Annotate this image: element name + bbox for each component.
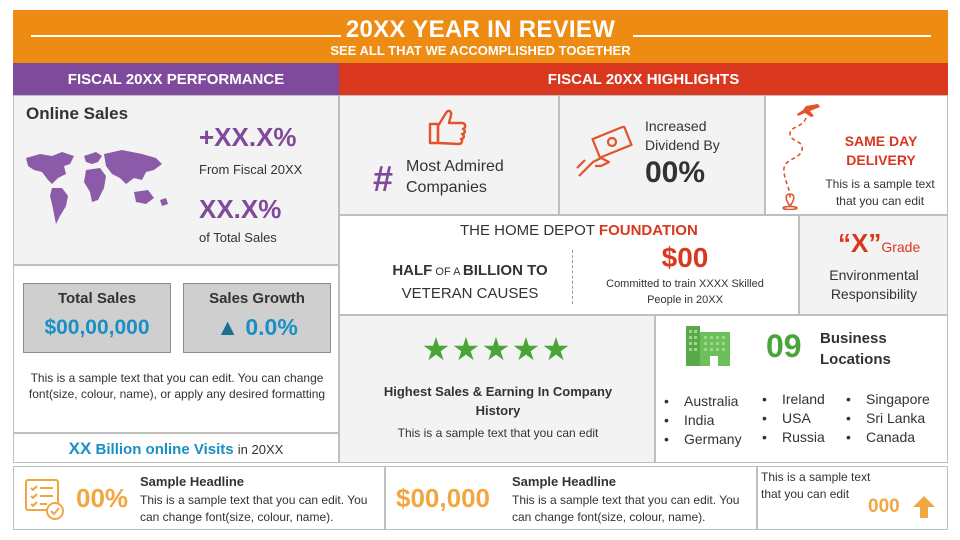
- half-billion-text: HALF OF A BILLION TO VETERAN CAUSES: [360, 260, 580, 304]
- grade-line: “X”Grade: [838, 228, 920, 259]
- foundation-divider: [572, 250, 573, 304]
- history-headline: Highest Sales & Earning In Company Histo…: [383, 384, 613, 418]
- visits-billion: Billion online Visits: [95, 441, 234, 458]
- up-triangle-icon: ▲: [216, 314, 239, 340]
- bottom2-headline: Sample Headline: [512, 474, 617, 489]
- sales-growth-row: ▲ 0.0%: [184, 314, 330, 341]
- world-map-icon: [26, 150, 168, 224]
- grade-label: Grade: [881, 239, 921, 255]
- dividend-panel: Increased Dividend By 00%: [559, 95, 765, 215]
- half-bold-1: HALF: [392, 262, 433, 279]
- star-icon: ★: [421, 331, 451, 367]
- foundation-amount-text: Committed to train XXXX Skilled People i…: [606, 278, 764, 306]
- dividend-label: Increased Dividend By: [645, 118, 720, 153]
- hash-symbol: #: [373, 158, 394, 199]
- bottom-panel-3: This is a sample text that you can edit …: [757, 466, 948, 530]
- grade-text: Environmental Responsibility: [829, 267, 919, 302]
- star-icon: ★: [541, 331, 571, 367]
- locations-col-2: Ireland USA Russia: [760, 390, 825, 447]
- stars-row: ★★★★★: [421, 330, 581, 368]
- history-text: This is a sample text that you can edit: [397, 426, 599, 440]
- airplane-route-icon: [782, 104, 820, 210]
- foundation-title: THE HOME DEPOT FOUNDATION: [460, 222, 698, 239]
- list-item: Russia: [760, 428, 825, 447]
- left-sample-text: This is a sample text that you can edit.…: [28, 371, 326, 401]
- page-title: 20XX YEAR IN REVIEW: [345, 16, 616, 43]
- sales-growth-box: Sales Growth ▲ 0.0%: [183, 283, 331, 353]
- bottom-panel-2: $00,000 Sample Headline This is a sample…: [385, 466, 757, 530]
- most-admired-text: Most Admired Companies: [406, 158, 504, 196]
- sales-growth-label: Sales Growth: [209, 290, 305, 307]
- locations-panel: 09 Business Locations Australia India Ge…: [655, 315, 948, 463]
- up-arrow-icon: [913, 496, 935, 518]
- thumbs-up-icon: [428, 109, 467, 146]
- grade-value: “X”: [838, 228, 882, 258]
- bottom-panel-1: 00% Sample Headline This is a sample tex…: [13, 466, 385, 530]
- half-small: OF A: [432, 266, 463, 278]
- total-sales-label: Total Sales: [57, 290, 137, 307]
- list-item: Singapore: [844, 390, 930, 409]
- page-subtitle: SEE ALL THAT WE ACCOMPLISHED TOGETHER: [330, 43, 631, 58]
- foundation-title-highlight: FOUNDATION: [598, 222, 698, 239]
- bottom3-value: 000: [868, 496, 900, 517]
- online-share-label: of Total Sales: [199, 230, 277, 245]
- bottom1-headline: Sample Headline: [140, 474, 245, 489]
- header-banner: 20XX YEAR IN REVIEW SEE ALL THAT WE ACCO…: [13, 10, 948, 63]
- foundation-amount: $00: [661, 242, 709, 273]
- sales-growth-value: 0.0%: [245, 314, 298, 340]
- online-share-value: XX.X%: [199, 194, 282, 224]
- list-item: Canada: [844, 428, 930, 447]
- visits-line: XX Billion online Visits in 20XX: [14, 439, 338, 459]
- list-item: Sri Lanka: [844, 409, 930, 428]
- online-sales-panel: Online Sales +XX.X% From Fiscal 20XX XX.…: [13, 95, 339, 265]
- bottom3-text: This is a sample text that you can edit: [761, 470, 871, 501]
- list-item: Ireland: [760, 390, 825, 409]
- visits-xx: XX: [68, 439, 92, 458]
- bottom2-text: This is a sample text that you can edit.…: [512, 493, 740, 524]
- visits-suffix: in 20XX: [237, 442, 284, 457]
- list-item: Australia: [662, 392, 742, 411]
- bottom1-text: This is a sample text that you can edit.…: [140, 493, 368, 524]
- sales-summary-panel: Total Sales $00,00,000 Sales Growth ▲ 0.…: [13, 265, 339, 433]
- business-count: 09: [766, 328, 802, 364]
- star-icon: ★: [511, 331, 541, 367]
- star-icon: ★: [481, 331, 511, 367]
- total-sales-value: $00,00,000: [44, 316, 150, 339]
- header-rule-right: [633, 35, 931, 37]
- grade-panel: “X”Grade Environmental Responsibility: [799, 215, 948, 315]
- delivery-title: SAME DAY DELIVERY: [844, 133, 918, 168]
- delivery-text: This is a sample text that you can edit: [825, 177, 935, 208]
- foundation-title-prefix: THE HOME DEPOT: [460, 222, 599, 239]
- money-hand-icon: [576, 126, 633, 177]
- highlights-bar: FISCAL 20XX HIGHLIGHTS: [339, 63, 948, 95]
- online-sales-heading: Online Sales: [26, 104, 129, 123]
- online-growth-value: +XX.X%: [199, 122, 297, 152]
- performance-bar: FISCAL 20XX PERFORMANCE: [13, 63, 339, 95]
- locations-col-3: Singapore Sri Lanka Canada: [844, 390, 930, 447]
- bottom2-value: $00,000: [396, 483, 490, 513]
- list-item: Germany: [662, 430, 742, 449]
- list-item: USA: [760, 409, 825, 428]
- most-admired-panel: # Most Admired Companies: [339, 95, 559, 215]
- foundation-panel: THE HOME DEPOT FOUNDATION HALF OF A BILL…: [339, 215, 799, 315]
- building-icon: [686, 326, 730, 366]
- locations-col-1: Australia India Germany: [662, 392, 742, 449]
- total-sales-box: Total Sales $00,00,000: [23, 283, 171, 353]
- online-growth-label: From Fiscal 20XX: [199, 162, 303, 177]
- header-rule-left: [31, 35, 341, 37]
- bottom1-value: 00%: [76, 483, 129, 513]
- half-bold-2: BILLION TO: [462, 262, 548, 279]
- dividend-value: 00%: [645, 156, 706, 189]
- history-panel: ★★★★★ Highest Sales & Earning In Company…: [339, 315, 655, 463]
- star-icon: ★: [451, 331, 481, 367]
- delivery-panel: SAME DAY DELIVERY This is a sample text …: [765, 95, 948, 215]
- half-line-2: VETERAN CAUSES: [401, 285, 539, 302]
- list-item: India: [662, 411, 742, 430]
- business-label: Business Locations: [820, 330, 891, 368]
- checklist-icon: [25, 479, 64, 520]
- visits-panel: XX Billion online Visits in 20XX: [13, 433, 339, 463]
